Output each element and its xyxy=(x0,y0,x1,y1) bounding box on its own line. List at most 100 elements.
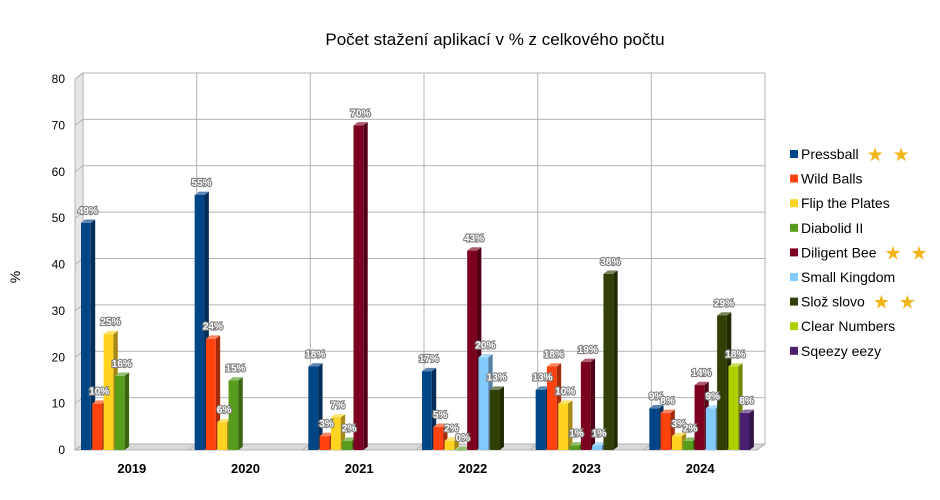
bar xyxy=(580,358,596,450)
data-label: 0% xyxy=(456,433,471,444)
x-tick-label: 2022 xyxy=(458,461,487,476)
bar xyxy=(81,219,96,450)
y-tick-label: 10 xyxy=(52,397,66,411)
bar xyxy=(739,409,754,450)
chart-title: Počet stažení aplikací v % z celkového p… xyxy=(325,30,664,49)
legend-item: Small Kingdom xyxy=(790,269,895,285)
data-label: 9% xyxy=(705,391,720,402)
x-tick-label: 2024 xyxy=(686,461,716,476)
data-label: 14% xyxy=(691,368,711,379)
x-tick-label: 2020 xyxy=(231,461,260,476)
legend-swatch xyxy=(790,273,798,281)
x-tick-label: 2021 xyxy=(345,461,374,476)
legend-item: Wild Balls xyxy=(790,171,862,187)
data-label: 24% xyxy=(203,322,223,333)
bar xyxy=(558,400,573,450)
legend-label: Pressball xyxy=(801,146,859,162)
y-tick-label: 40 xyxy=(52,258,66,272)
data-label: 2% xyxy=(683,424,698,435)
legend-swatch xyxy=(790,297,798,306)
legend-label: Diabolid II xyxy=(801,220,863,236)
y-tick-label: 30 xyxy=(52,304,66,318)
legend-item: Diabolid II xyxy=(790,220,863,236)
x-tick-label: 2019 xyxy=(117,461,146,476)
data-label: 1% xyxy=(592,428,607,439)
data-label: 55% xyxy=(192,178,212,189)
data-label: 38% xyxy=(600,257,620,268)
y-tick-label: 70 xyxy=(52,118,66,132)
bar xyxy=(308,363,323,450)
data-label: 3% xyxy=(319,419,334,430)
data-label: 2% xyxy=(444,424,459,435)
plot-area: 0 10 20 30 40 50 60 70 80 2019 2020 2021 2022 2023 202… xyxy=(52,72,767,476)
data-label: 15% xyxy=(225,363,245,374)
y-tick-label: 80 xyxy=(52,72,66,86)
data-label: 25% xyxy=(100,317,120,328)
data-label: 1% xyxy=(569,428,584,439)
data-label: 8% xyxy=(660,396,675,407)
legend-label: Slož slovo xyxy=(801,294,865,310)
legend-label: Wild Balls xyxy=(801,171,862,187)
legend-label: Flip the Plates xyxy=(801,195,890,211)
y-tick-label: 60 xyxy=(52,165,66,179)
data-label: 20% xyxy=(475,340,495,351)
star-icon: ★ xyxy=(867,144,884,166)
legend: Pressball ★ ★ Wild Balls Flip the Plates Diab… xyxy=(790,144,928,359)
data-label: 17% xyxy=(419,354,439,365)
legend-swatch xyxy=(790,346,798,355)
data-label: 13% xyxy=(487,373,507,384)
data-label: 18% xyxy=(544,350,564,361)
legend-item: Diligent Bee ★ ★ xyxy=(790,242,928,264)
legend-swatch xyxy=(790,150,798,158)
bar xyxy=(353,122,368,450)
data-label: 29% xyxy=(714,299,734,310)
bar xyxy=(489,386,504,450)
y-tick-label: 0 xyxy=(58,443,65,457)
legend-swatch xyxy=(790,199,798,208)
data-label: 10% xyxy=(555,387,575,398)
legend-label: Sqeezy eezy xyxy=(801,343,881,359)
data-label: 18% xyxy=(305,350,325,361)
data-label: 5% xyxy=(433,410,448,421)
y-axis-label: % xyxy=(7,271,23,283)
data-label: 10% xyxy=(89,387,109,398)
legend-item: Pressball ★ ★ xyxy=(790,144,910,166)
data-label: 7% xyxy=(331,401,346,412)
bar xyxy=(603,270,618,450)
star-icon: ★ xyxy=(873,292,890,314)
data-label: 9% xyxy=(649,391,664,402)
legend-swatch xyxy=(790,174,798,183)
bar xyxy=(455,446,471,451)
data-label: 3% xyxy=(672,419,687,430)
bar xyxy=(114,372,130,450)
category-divider xyxy=(756,73,766,451)
x-tick-label: 2023 xyxy=(572,461,601,476)
bar xyxy=(444,437,459,450)
legend-label: Clear Numbers xyxy=(801,318,895,334)
star-icon: ★ xyxy=(885,242,902,264)
legend-item: Clear Numbers xyxy=(790,318,895,334)
data-label: 70% xyxy=(350,108,370,119)
data-label: 43% xyxy=(464,234,484,245)
y-tick-label: 50 xyxy=(52,211,66,225)
data-label: 8% xyxy=(739,396,754,407)
data-label: 49% xyxy=(78,206,98,217)
legend-label: Diligent Bee xyxy=(801,244,877,260)
y-tick-label: 20 xyxy=(52,350,66,364)
star-icon: ★ xyxy=(893,144,910,166)
data-label: 18% xyxy=(725,350,745,361)
bar xyxy=(228,377,243,450)
legend-swatch xyxy=(790,322,798,331)
star-icon: ★ xyxy=(911,242,928,264)
legend-item: Sqeezy eezy xyxy=(790,343,881,359)
legend-swatch xyxy=(790,223,798,232)
legend-label: Small Kingdom xyxy=(801,269,895,285)
data-label: 6% xyxy=(217,405,232,416)
data-label: 13% xyxy=(533,373,553,384)
data-label: 16% xyxy=(112,359,132,370)
data-label: 2% xyxy=(342,424,357,435)
star-icon: ★ xyxy=(899,292,916,314)
legend-item: Flip the Plates xyxy=(790,195,890,211)
